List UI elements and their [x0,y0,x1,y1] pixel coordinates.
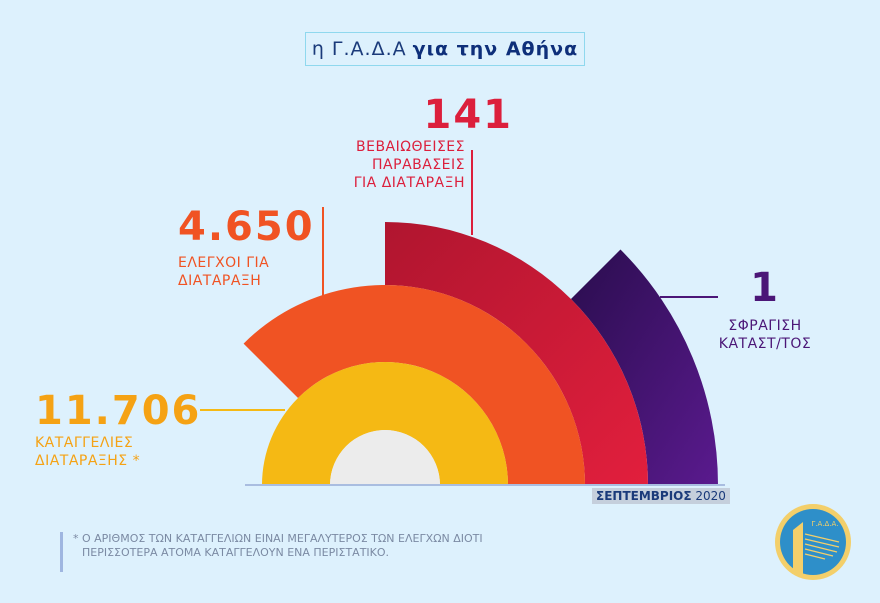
stat-value: 1 [750,265,780,311]
footnote-line: ΠΕΡΙΣΣΟΤΕΡΑ ΑΤΟΜΑ ΚΑΤΑΓΓΕΛΟΥΝ ΕΝΑ ΠΕΡΙΣΤ… [82,546,390,559]
stat-value: 4.650 [178,204,315,250]
stat-label: ΚΑΤΑΣΤ/ΤΟΣ [718,336,812,352]
gada-logo: Γ.Α.Δ.Α. [775,504,851,580]
footnote: * Ο ΑΡΙΘΜΟΣ ΤΩΝ ΚΑΤΑΓΓΕΛΙΩΝ ΕΙΝΑΙ ΜΕΓΑΛΥ… [60,532,483,572]
arc-violations [385,222,648,485]
stat-complaints: 11.706 ΚΑΤΑΓΓΕΛΙΕΣ ΔΙΑΤΑΡΑΞΗΣ * [35,388,201,470]
date-year: 2020 [695,489,726,503]
arc-closures [570,249,718,485]
stat-violations: 141 ΒΕΒΑΙΩΘΕΙΣΕΣ ΠΑΡΑΒΑΣΕΙΣ ΓΙΑ ΔΙΑΤΑΡΑΞ… [330,92,511,192]
stat-value: 141 [423,92,513,138]
page-title: η Γ.Α.Δ.Α για την Αθήνα [305,32,585,66]
svg-text:Γ.Α.Δ.Α.: Γ.Α.Δ.Α. [811,520,838,528]
stat-inspections: 4.650 ΕΛΕΓΧΟΙ ΓΙΑ ΔΙΑΤΑΡΑΞΗ [178,204,315,290]
stat-label: ΔΙΑΤΑΡΑΞΗΣ * [35,453,141,469]
stat-closures: 1 ΣΦΡΑΓΙΣΗ ΚΑΤΑΣΤ/ΤΟΣ [710,265,820,353]
stat-label: ΕΛΕΓΧΟΙ ΓΙΑ [178,255,270,271]
arc-center [330,430,440,485]
date-month: ΣΕΠΤΕΜΒΡΙΟΣ [596,489,692,503]
stat-label: ΣΦΡΑΓΙΣΗ [728,318,802,334]
footnote-line: * Ο ΑΡΙΘΜΟΣ ΤΩΝ ΚΑΤΑΓΓΕΛΙΩΝ ΕΙΝΑΙ ΜΕΓΑΛΥ… [73,532,483,545]
stat-label: ΒΕΒΑΙΩΘΕΙΣΕΣ [356,139,465,155]
arc-complaints [262,362,508,485]
stat-label: ΚΑΤΑΓΓΕΛΙΕΣ [35,435,134,451]
stat-label: ΓΙΑ ΔΙΑΤΑΡΑΞΗ [353,175,465,191]
date-badge: ΣΕΠΤΕΜΒΡΙΟΣ 2020 [592,488,730,504]
stat-label: ΠΑΡΑΒΑΣΕΙΣ [372,157,465,173]
arc-inspections [243,285,585,485]
title-suffix: για την Αθήνα [412,38,579,60]
stat-value: 11.706 [35,388,202,434]
stat-label: ΔΙΑΤΑΡΑΞΗ [178,273,262,289]
title-prefix: η Γ.Α.Δ.Α [311,38,407,60]
